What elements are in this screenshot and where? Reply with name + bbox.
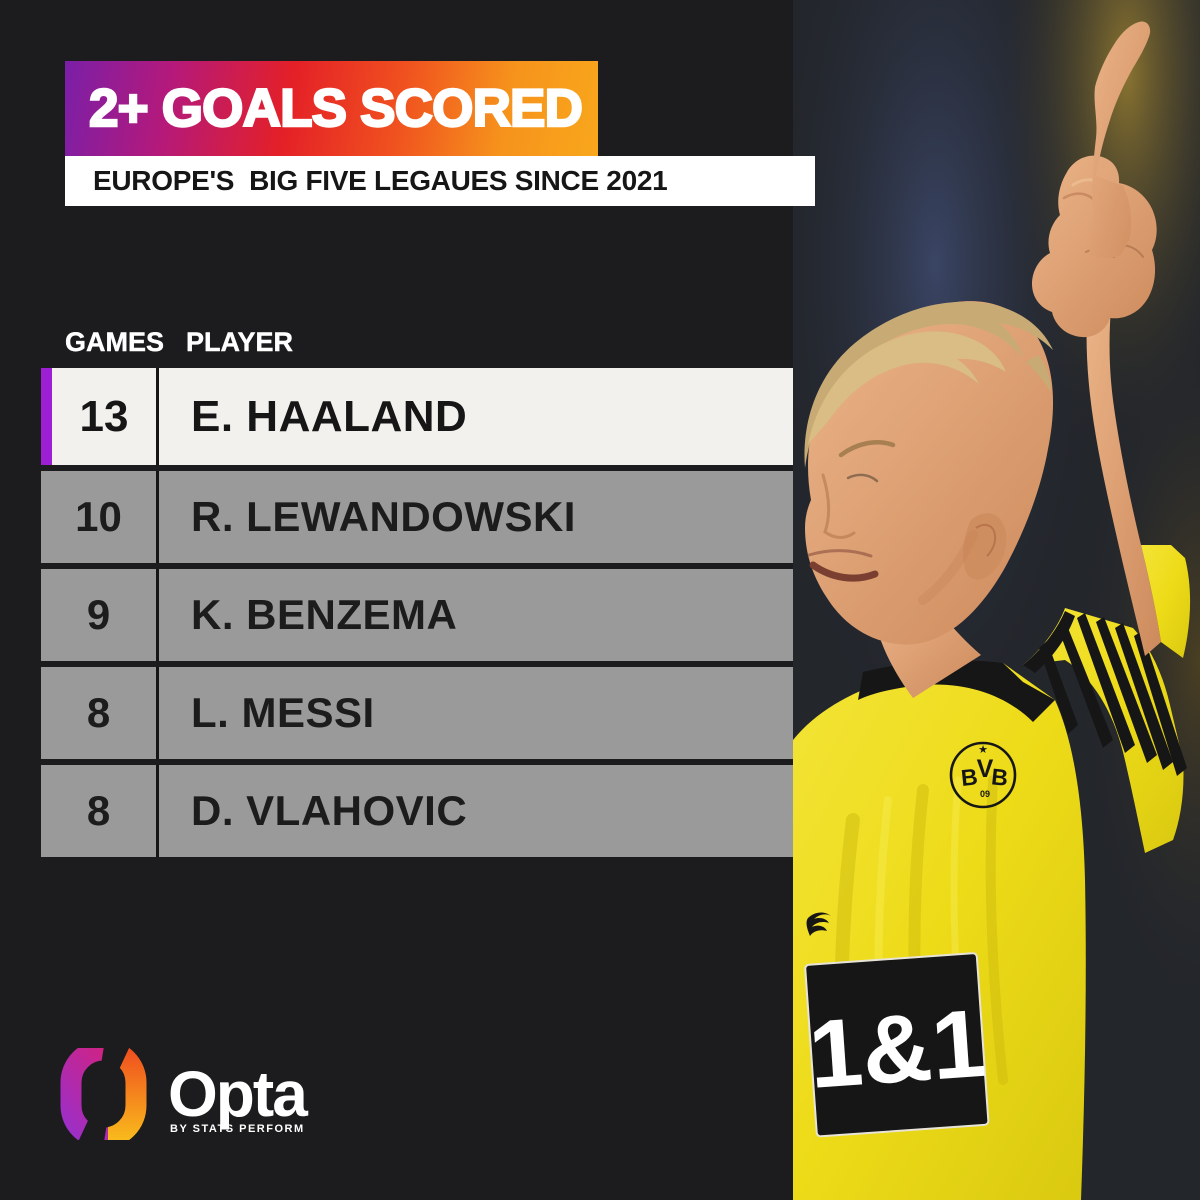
- svg-text:Opta: Opta: [168, 1058, 308, 1130]
- svg-text:09: 09: [980, 789, 990, 799]
- svg-text:1&1: 1&1: [806, 990, 989, 1109]
- svg-text:BY STATS PERFORM: BY STATS PERFORM: [170, 1123, 305, 1135]
- svg-text:B: B: [990, 763, 1009, 791]
